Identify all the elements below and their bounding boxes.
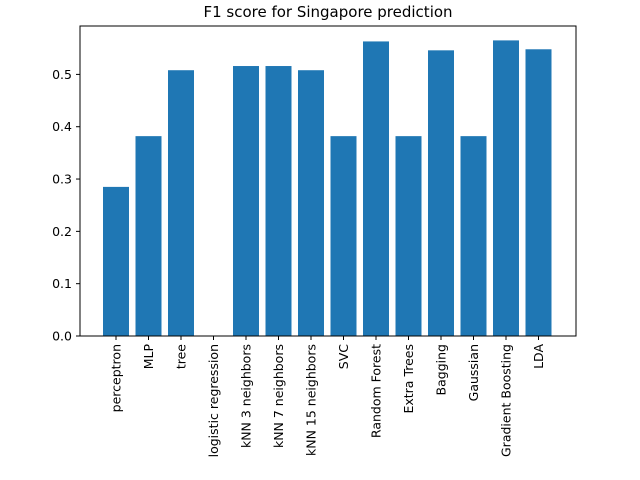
- bar-gaussian: [460, 136, 487, 336]
- x-tick-label: Random Forest: [369, 344, 384, 438]
- x-tick-label: LDA: [531, 344, 546, 369]
- y-tick-label: 0.0: [52, 329, 72, 344]
- y-tick-label: 0.2: [52, 224, 72, 239]
- bar-random-forest: [363, 41, 389, 337]
- bar-knn-3-neighbors: [233, 66, 259, 336]
- x-tick-label: logistic regression: [206, 344, 221, 457]
- x-tick-label: kNN 7 neighbors: [271, 344, 286, 448]
- x-tick-label: Extra Trees: [401, 344, 416, 414]
- x-tick-label: Gaussian: [466, 344, 481, 401]
- bar-tree: [168, 70, 194, 337]
- bar-bagging: [428, 50, 454, 336]
- bar-perceptron: [103, 186, 129, 336]
- x-tick-label: tree: [174, 344, 189, 369]
- x-tick-label: Bagging: [434, 344, 449, 395]
- x-tick-label: perceptron: [109, 344, 124, 412]
- x-tick-label: MLP: [141, 344, 156, 370]
- bar-lda: [525, 49, 552, 336]
- y-axis: 0.0 0.1 0.2 0.3 0.4 0.5: [52, 67, 80, 344]
- y-tick-label: 0.1: [52, 276, 72, 291]
- bar-extra-trees: [395, 136, 422, 336]
- bars: [103, 40, 552, 337]
- bar-knn-15-neighbors: [298, 70, 324, 337]
- x-tick-label: Gradient Boosting: [499, 344, 514, 457]
- chart-title: F1 score for Singapore prediction: [203, 3, 452, 21]
- x-tick-label: kNN 3 neighbors: [239, 344, 254, 448]
- y-tick-label: 0.4: [52, 119, 72, 134]
- x-tick-label: SVC: [336, 344, 351, 369]
- y-tick-label: 0.3: [52, 172, 72, 187]
- bar-knn-7-neighbors: [265, 66, 292, 336]
- bar-svc: [330, 136, 357, 336]
- x-axis: perceptron MLP tree logistic regression kNN …: [109, 336, 546, 457]
- bar-mlp: [135, 136, 162, 336]
- x-tick-label: kNN 15 neighbors: [304, 344, 319, 456]
- bar-gradient-boosting: [493, 40, 519, 336]
- y-tick-label: 0.5: [52, 67, 72, 82]
- plot-frame: [79, 25, 577, 337]
